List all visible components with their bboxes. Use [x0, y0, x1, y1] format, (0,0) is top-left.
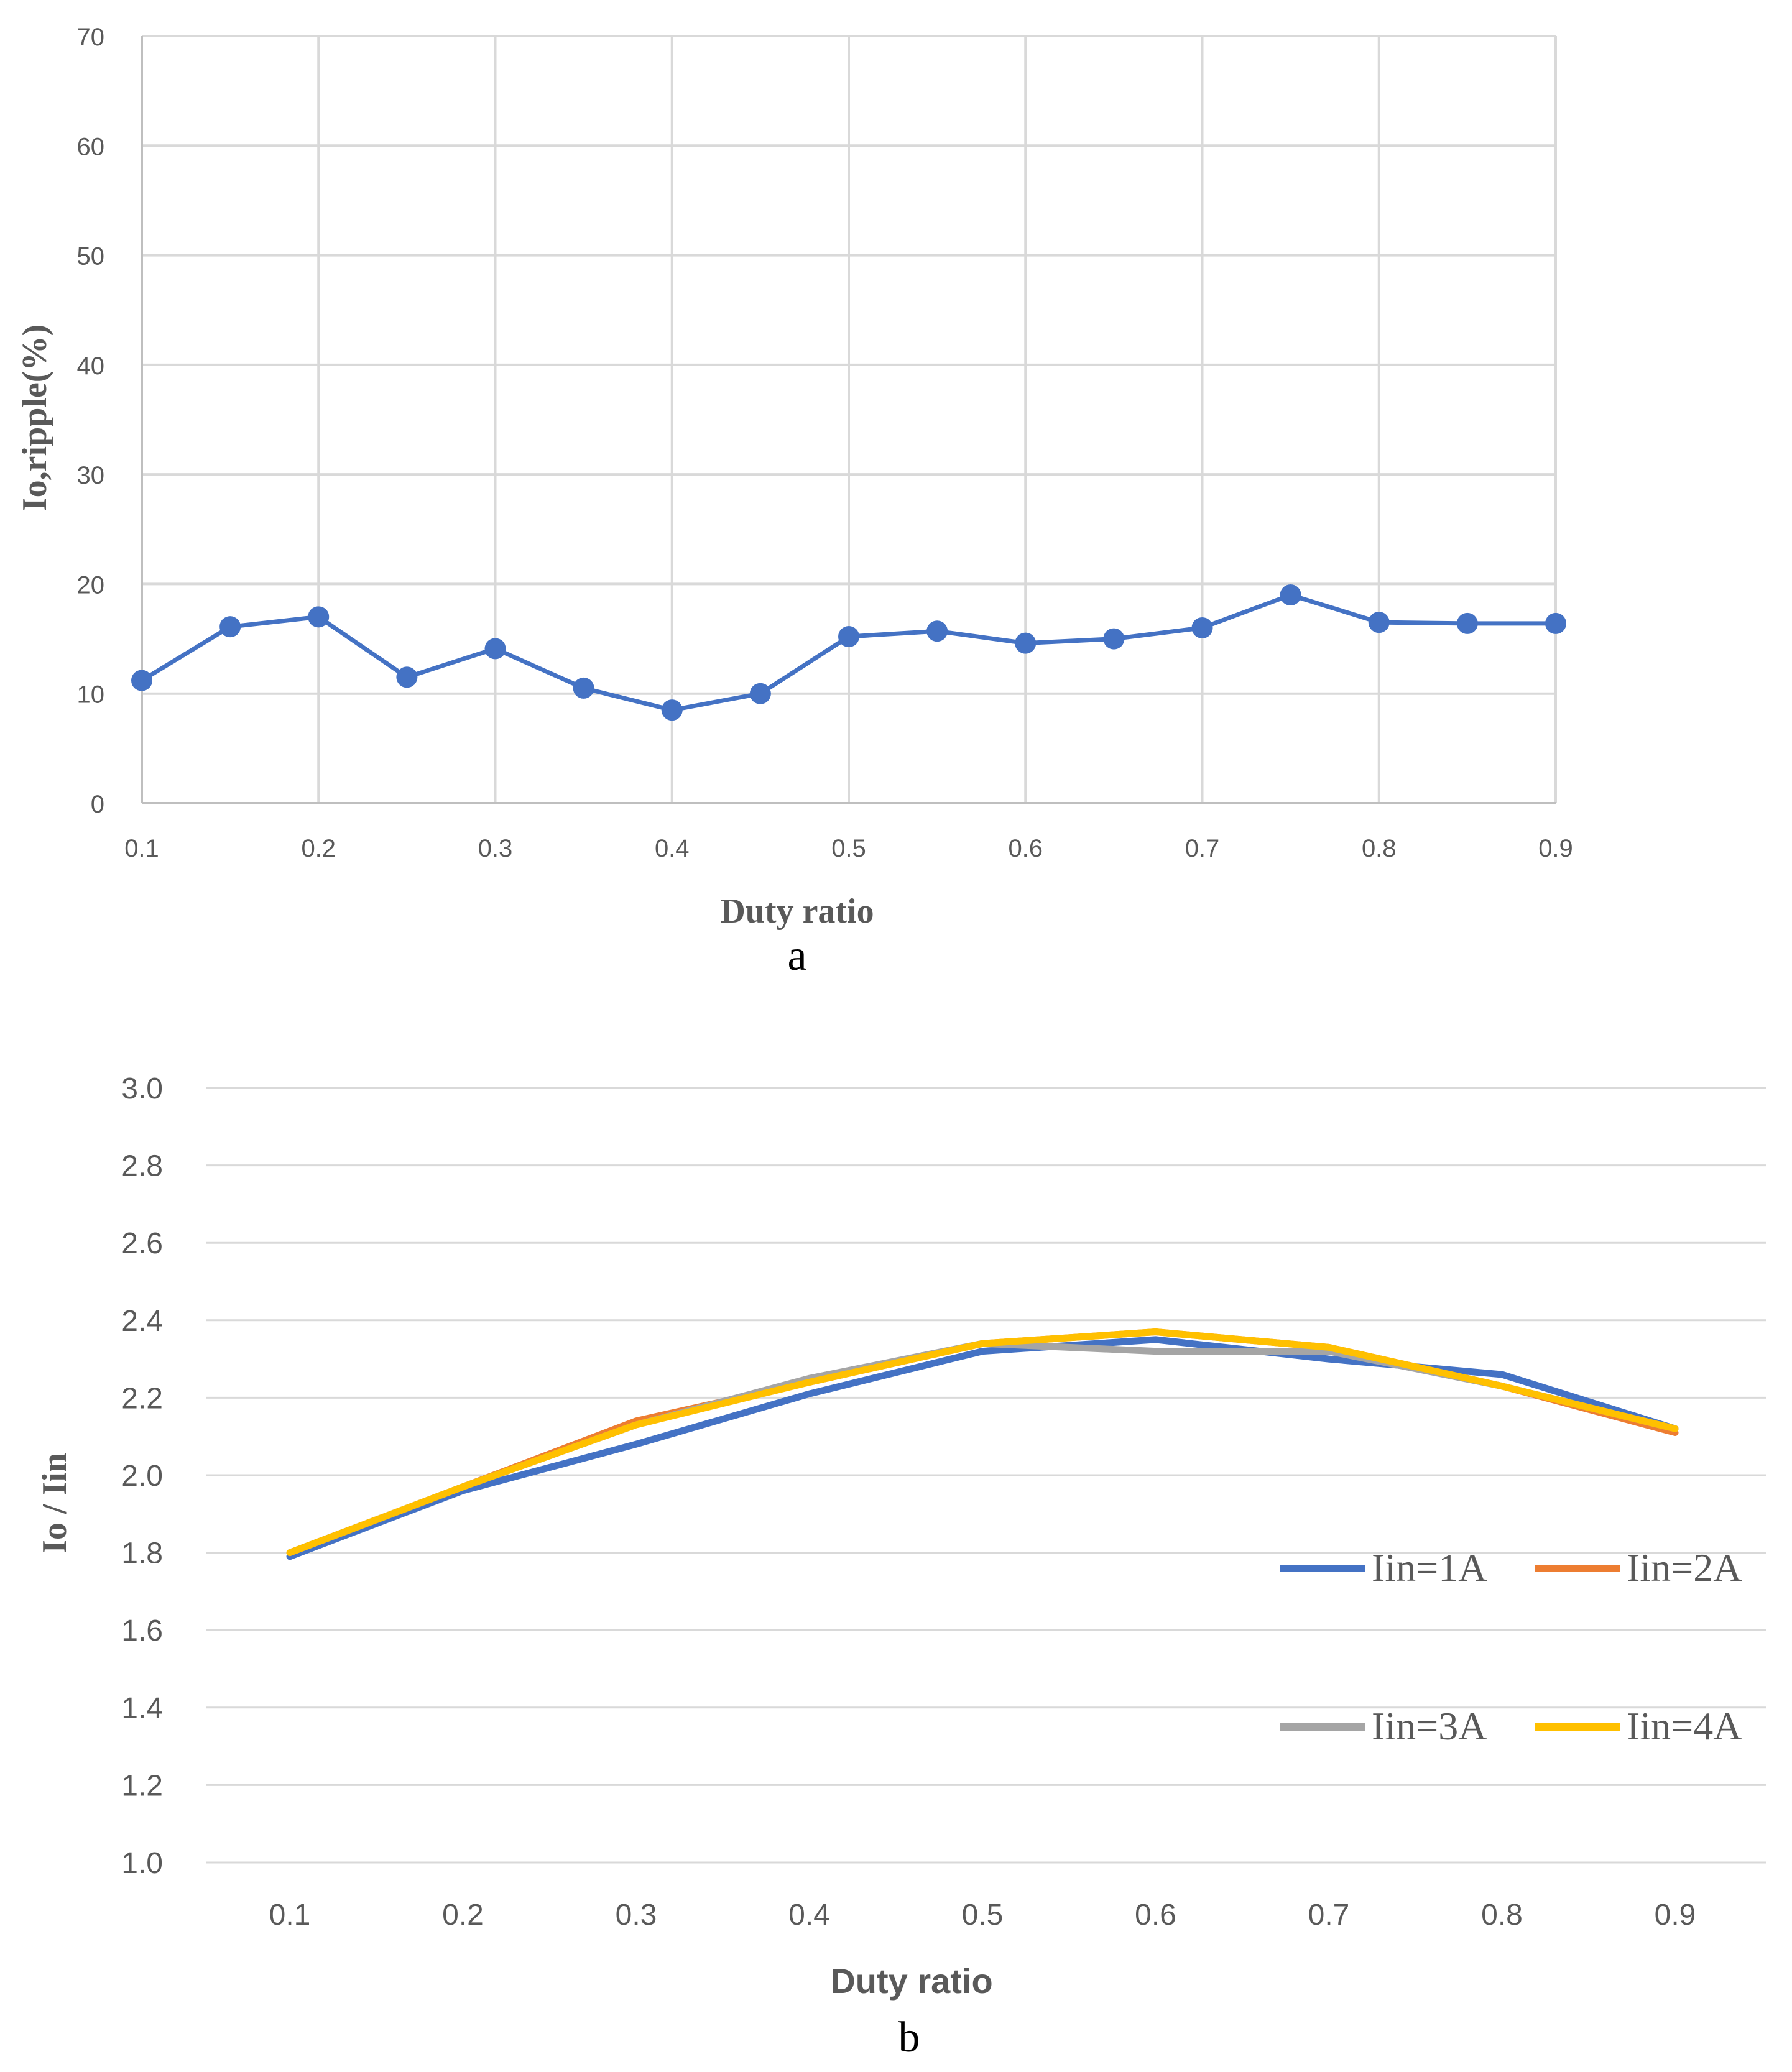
chart-b-legend-label: Iin=3A: [1372, 1704, 1487, 1748]
chart-b-y-tick: 2.2: [121, 1382, 163, 1415]
chart-b-y-tick: 1.0: [121, 1847, 163, 1880]
chart-a-y-tick: 60: [77, 133, 105, 160]
chart-b-x-tick: 0.7: [1308, 1899, 1350, 1932]
chart-a-x-tick: 0.2: [301, 835, 336, 862]
chart-a-x-tick: 0.9: [1538, 835, 1573, 862]
chart-a-y-tick: 0: [91, 791, 104, 818]
chart-a-data-point: [484, 638, 506, 660]
chart-b-series-line-2: [286, 1328, 1679, 1557]
chart-a-data-point: [1545, 612, 1566, 634]
chart-b-x-tick: 0.1: [269, 1899, 311, 1932]
chart-b-legend-item: Iin=3A: [1280, 1704, 1487, 1748]
chart-a-data-point: [1015, 632, 1037, 654]
chart-b-legend-label: Iin=2A: [1627, 1545, 1742, 1590]
chart-b-x-tick: 0.8: [1481, 1899, 1523, 1932]
chart-b-legend-item: Iin=4A: [1535, 1704, 1742, 1748]
chart-b-y-tick: 1.8: [121, 1537, 163, 1570]
chart-b-legend-label: Iin=1A: [1372, 1545, 1487, 1590]
chart-b-y-tick: 1.6: [121, 1614, 163, 1647]
chart-a-x-tick: 0.8: [1362, 835, 1397, 862]
chart-a-data-point: [573, 677, 594, 699]
chart-a-x-tick-labels: 0.1 0.2 0.3 0.4 0.5 0.6 0.7 0.8 0.9: [124, 835, 1573, 862]
chart-a-caption: a: [787, 932, 806, 980]
chart-b-series: [286, 1328, 1679, 1560]
chart-a-x-axis-title: Duty ratio: [720, 892, 874, 931]
chart-a-x-tick: 0.6: [1008, 835, 1043, 862]
chart-b-legend-label: Iin=4A: [1627, 1704, 1742, 1748]
chart-b-series-line-1: [286, 1336, 1679, 1560]
chart-a-gridlines: [141, 35, 1557, 804]
chart-a-data-point: [838, 626, 859, 648]
chart-a-x-tick: 0.5: [831, 835, 866, 862]
chart-b-legend-item: Iin=1A: [1280, 1545, 1487, 1590]
chart-a-x-tick: 0.1: [124, 835, 159, 862]
chart-a-data-point: [219, 616, 241, 638]
chart-a: 0 10 20 30 40 50 60 70 0.1 0.2 0.3 0.4 0.5 0.6 0.7 0.8…: [16, 24, 1573, 980]
chart-a-y-tick-labels: 0 10 20 30 40 50 60 70: [77, 24, 105, 818]
chart-b-x-tick: 0.2: [442, 1899, 484, 1932]
chart-b-x-tick: 0.6: [1135, 1899, 1176, 1932]
chart-b-x-axis-title: Duty ratio: [830, 1961, 992, 2001]
chart-b-y-tick: 2.0: [121, 1460, 163, 1493]
chart-b-x-tick: 0.9: [1655, 1899, 1696, 1932]
chart-b-y-tick-labels: 1.0 1.2 1.4 1.6 1.8 2.0 2.2 2.4 2.6 2.8 3.0: [121, 1072, 163, 1880]
chart-a-data-point: [308, 606, 330, 628]
chart-a-data-point: [749, 683, 771, 704]
chart-b-gridlines: [206, 1087, 1766, 1864]
chart-b-y-tick: 3.0: [121, 1072, 163, 1105]
chart-a-data-point: [1368, 612, 1390, 633]
chart-a-y-axis-title: Io,ripple(%): [16, 325, 54, 511]
chart-b-x-tick: 0.3: [616, 1899, 657, 1932]
chart-b-y-tick: 2.8: [121, 1150, 163, 1183]
chart-a-data-point: [1103, 628, 1125, 650]
chart-b: 1.0 1.2 1.4 1.6 1.8 2.0 2.2 2.4 2.6 2.8 3.0 0.1 0.2…: [35, 1072, 1766, 2061]
chart-a-y-tick: 40: [77, 352, 105, 380]
chart-a-y-tick: 20: [77, 571, 105, 599]
chart-a-y-tick: 10: [77, 681, 105, 709]
chart-b-y-axis-title: Io / Iin: [35, 1453, 74, 1554]
chart-a-x-tick: 0.3: [478, 835, 513, 862]
chart-a-data-point: [131, 670, 152, 691]
chart-a-data-point: [661, 699, 683, 721]
chart-b-y-tick: 2.4: [121, 1305, 163, 1338]
chart-b-series-line-4: [286, 1328, 1679, 1557]
chart-a-y-tick: 50: [77, 243, 105, 270]
chart-b-x-tick: 0.4: [788, 1899, 830, 1932]
chart-b-caption: b: [898, 2014, 920, 2061]
chart-a-data-point: [1191, 617, 1213, 638]
chart-a-x-tick: 0.7: [1185, 835, 1220, 862]
chart-a-data-point: [926, 620, 948, 642]
chart-a-y-tick: 70: [77, 24, 105, 51]
chart-a-data-point: [1280, 584, 1301, 606]
chart-a-y-tick: 30: [77, 462, 105, 489]
chart-b-x-tick: 0.5: [962, 1899, 1004, 1932]
chart-b-y-tick: 2.6: [121, 1227, 163, 1260]
chart-b-x-tick-labels: 0.1 0.2 0.3 0.4 0.5 0.6 0.7 0.8 0.9: [269, 1899, 1696, 1932]
chart-b-y-tick: 1.2: [121, 1769, 163, 1802]
chart-b-legend: Iin=1A Iin=2A Iin=3A Iin=4A: [1280, 1545, 1742, 1748]
chart-a-x-tick: 0.4: [655, 835, 690, 862]
chart-a-data-point: [396, 666, 418, 688]
chart-b-y-tick: 1.4: [121, 1692, 163, 1725]
chart-a-series: [131, 584, 1566, 721]
chart-b-legend-item: Iin=2A: [1535, 1545, 1742, 1590]
chart-a-data-point: [1456, 612, 1478, 634]
